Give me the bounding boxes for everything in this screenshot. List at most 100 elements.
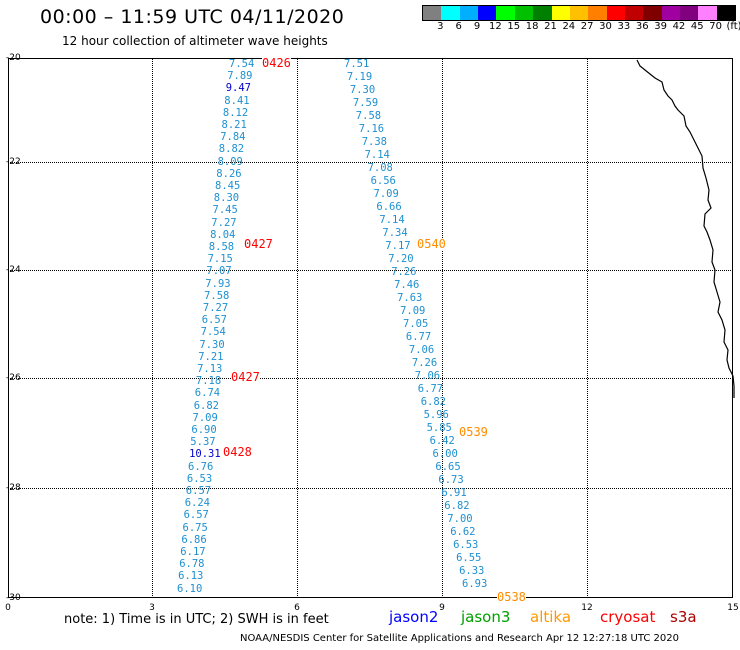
scale-label: 27 xyxy=(580,21,594,32)
wave-height-value: 6.17 xyxy=(180,546,206,558)
scale-label: 21 xyxy=(544,21,557,32)
x-tick-label: 12 xyxy=(581,603,593,613)
wave-height-value: 7.30 xyxy=(349,84,376,96)
scale-swatch xyxy=(533,6,552,20)
x-tick-label: 15 xyxy=(727,603,739,613)
scale-swatch xyxy=(643,6,662,20)
wave-height-value: 7.54 xyxy=(229,58,255,70)
wave-height-value: 7.06 xyxy=(414,370,441,382)
grid-line-horizontal xyxy=(8,378,733,379)
wave-height-value: 7.30 xyxy=(199,338,225,351)
wave-height-value: 8.12 xyxy=(222,106,249,119)
wave-height-value: 6.77 xyxy=(417,383,444,395)
scale-label: 18 xyxy=(525,21,539,32)
scale-swatch xyxy=(569,6,589,20)
pass-time-label: 0426 xyxy=(262,56,291,70)
scale-swatch xyxy=(496,6,515,20)
wave-height-value: 6.57 xyxy=(183,509,209,522)
wave-height-value: 7.21 xyxy=(198,350,224,363)
wave-height-value: 7.45 xyxy=(212,204,238,217)
grid-line-horizontal xyxy=(8,488,733,489)
y-tick-label: -22 xyxy=(6,157,21,167)
wave-height-value: 7.16 xyxy=(358,123,385,135)
wave-height-value: 6.78 xyxy=(179,558,205,571)
grid-line-horizontal xyxy=(8,162,733,163)
wave-height-value: 7.26 xyxy=(391,266,417,278)
wave-height-value: 6.33 xyxy=(459,565,485,577)
scale-swatch xyxy=(588,6,607,20)
pass-time-label: 0427 xyxy=(231,370,260,384)
wave-height-value: 7.14 xyxy=(379,214,405,226)
wave-height-value: 7.14 xyxy=(364,149,390,161)
wave-height-value: 7.09 xyxy=(192,411,218,424)
pass-time-label: 0428 xyxy=(223,445,252,459)
wave-height-value: 7.05 xyxy=(403,318,429,330)
scale-label: 6 xyxy=(455,21,462,32)
grid-line-horizontal xyxy=(8,270,733,271)
y-tick-label: -28 xyxy=(6,483,21,493)
wave-height-value: 7.34 xyxy=(382,227,408,239)
wave-height-value: 6.55 xyxy=(456,552,482,564)
scale-swatch xyxy=(441,6,460,20)
grid-line-vertical xyxy=(152,58,153,598)
wave-height-value: 6.91 xyxy=(441,487,467,499)
footnote: note: 1) Time is in UTC; 2) SWH is in fe… xyxy=(64,612,329,627)
scale-swatch xyxy=(478,6,497,20)
wave-height-value: 7.93 xyxy=(205,277,231,290)
wave-height-value: 7.59 xyxy=(352,97,379,109)
wave-height-value: 7.27 xyxy=(211,216,237,229)
scale-swatch xyxy=(514,6,534,20)
wave-height-value: 7.63 xyxy=(397,292,423,304)
wave-height-value: 7.84 xyxy=(220,131,246,144)
y-tick-label: -24 xyxy=(6,265,21,275)
wave-height-value: 7.19 xyxy=(346,71,373,83)
wave-height-value: 6.86 xyxy=(181,533,207,546)
page-title: 00:00 – 11:59 UTC 04/11/2020 xyxy=(40,6,345,28)
scale-swatch xyxy=(551,6,570,20)
scale-label: 9 xyxy=(473,21,481,32)
scale-label: 42 xyxy=(672,21,686,32)
page-subtitle: 12 hour collection of altimeter wave hei… xyxy=(62,34,328,48)
wave-height-value: 6.53 xyxy=(453,539,479,551)
legend-altika: altika xyxy=(530,608,572,626)
wave-height-value: 7.54 xyxy=(200,326,226,339)
scale-label: 30 xyxy=(599,21,612,32)
x-tick-label: 0 xyxy=(5,603,11,613)
wave-height-value: 6.13 xyxy=(178,570,204,583)
grid-line-vertical xyxy=(442,58,443,598)
scale-label: 15 xyxy=(507,21,521,32)
y-tick-label: -26 xyxy=(6,373,21,383)
wave-height-value: 8.09 xyxy=(217,155,243,168)
wave-height-value: 7.00 xyxy=(447,513,473,525)
scale-label: 39 xyxy=(654,21,667,32)
wave-height-value: 6.75 xyxy=(182,521,208,534)
wave-height-value: 7.07 xyxy=(206,265,232,278)
wave-height-value: 6.73 xyxy=(438,474,464,486)
scale-label: (ft) xyxy=(726,21,740,32)
legend-jason3: jason3 xyxy=(461,608,511,626)
x-tick-label: 9 xyxy=(439,603,445,613)
legend-s3a: s3a xyxy=(670,608,697,626)
wave-height-value: 7.89 xyxy=(227,70,253,83)
wave-height-value: 6.82 xyxy=(420,396,446,408)
wave-height-value: 7.13 xyxy=(197,363,223,375)
wave-height-value: 6.42 xyxy=(429,435,455,447)
wave-height-value: 7.17 xyxy=(385,240,411,252)
scale-swatch xyxy=(698,6,717,20)
wave-height-value: 8.41 xyxy=(224,94,250,107)
wave-height-value: 6.57 xyxy=(201,314,227,327)
wave-height-value: 6.76 xyxy=(188,460,214,473)
wave-height-value: 6.90 xyxy=(191,424,217,436)
y-tick-label: -30 xyxy=(6,593,21,603)
wave-height-value: 7.09 xyxy=(373,188,399,200)
scale-swatch xyxy=(661,6,681,20)
scale-swatch xyxy=(716,6,736,20)
legend-jason2: jason2 xyxy=(389,608,439,626)
wave-height-value: 6.93 xyxy=(462,578,488,590)
wave-height-value: 7.27 xyxy=(202,302,229,314)
wave-height-value: 8.04 xyxy=(210,228,236,241)
pass-time-label: 0540 xyxy=(417,237,446,251)
scale-label: 33 xyxy=(617,21,631,32)
